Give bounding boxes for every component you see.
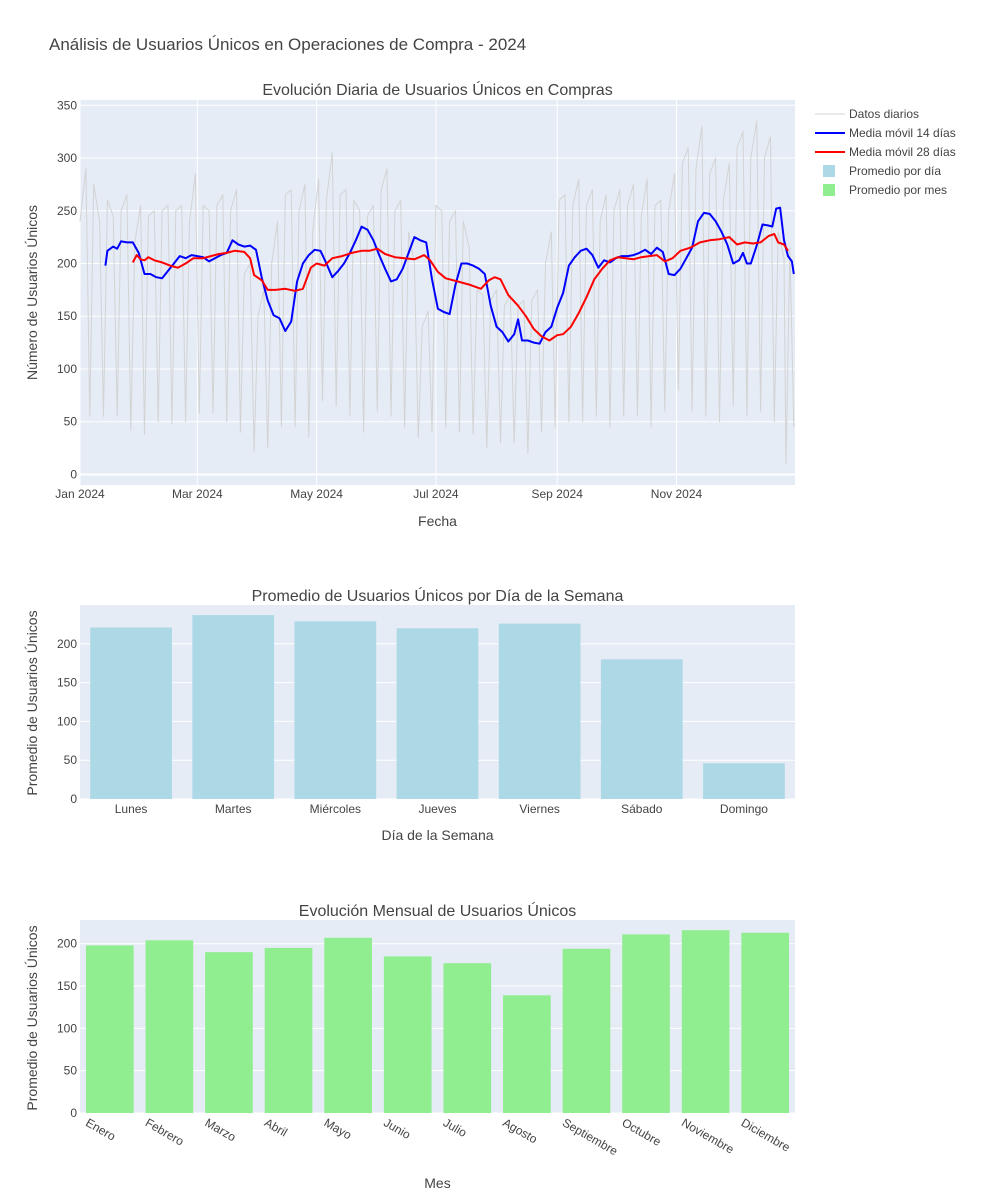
bar-diciembre: [741, 932, 790, 1113]
x-tick-label: Viernes: [519, 802, 559, 816]
plot-area: [80, 920, 795, 1113]
x-tick-label: Junio: [381, 1115, 413, 1142]
x-tick-label: May 2024: [290, 487, 343, 501]
plot-area: [80, 100, 795, 485]
y-tick-label: 200: [57, 937, 77, 951]
bar-septiembre: [562, 948, 611, 1113]
x-tick-label: Miércoles: [310, 802, 361, 816]
y-tick-label: 0: [70, 792, 77, 806]
x-tick-label: Nov 2024: [651, 487, 703, 501]
bar-marzo: [205, 952, 253, 1113]
y-tick-label: 350: [57, 98, 77, 112]
series-line-1: [79, 120, 795, 465]
legend-box-swatch: [823, 165, 835, 177]
x-tick-label: Lunes: [115, 802, 148, 816]
bar-mayo: [324, 937, 372, 1113]
legend-item-3[interactable]: Media móvil 28 días: [815, 145, 956, 159]
x-tick-label: Abril: [262, 1115, 290, 1139]
legend-item-2[interactable]: Media móvil 14 días: [815, 126, 956, 140]
series-line-3: [131, 233, 789, 342]
bar-octubre: [622, 934, 670, 1113]
chart-title: Promedio de Usuarios Únicos por Día de l…: [252, 586, 624, 605]
legend-box-swatch: [823, 184, 835, 196]
y-axis-title: Número de Usuarios Únicos: [24, 205, 40, 380]
bar-junio: [383, 956, 432, 1113]
daily-line-chart: 0 50 100 150 200 250 300 350 Jan 2024 Mar 2024 May…: [24, 80, 795, 529]
bar-sábado: [600, 659, 683, 799]
y-tick-label: 150: [57, 676, 77, 690]
legend-label: Promedio por día: [849, 164, 941, 178]
legend[interactable]: Datos diarios Media móvil 14 días Media mó…: [815, 107, 956, 197]
x-tick-label: Jul 2024: [413, 487, 459, 501]
bar-martes: [192, 615, 275, 799]
chart-title: Evolución Mensual de Usuarios Únicos: [299, 901, 576, 920]
legend-item-4[interactable]: Promedio por día: [823, 164, 941, 178]
chart-title: Evolución Diaria de Usuarios Únicos en C…: [262, 80, 612, 99]
x-tick-label: Mayo: [322, 1115, 355, 1142]
monthly-bar-chart: 0 50 100 150 200 Enero Febrero Marzo Abril Mayo Ju…: [24, 901, 795, 1191]
bar-febrero: [145, 940, 194, 1113]
x-tick-label: Jan 2024: [55, 487, 105, 501]
bar-julio: [443, 963, 492, 1113]
y-tick-label: 0: [70, 467, 77, 481]
y-tick-label: 150: [57, 979, 77, 993]
x-tick-label: Domingo: [720, 802, 768, 816]
x-tick-label: Enero: [83, 1115, 118, 1143]
x-tick-label: Marzo: [202, 1115, 238, 1144]
x-tick-label: Octubre: [620, 1115, 664, 1149]
y-axis-title: Promedio de Usuarios Únicos: [24, 610, 40, 795]
bar-lunes: [90, 627, 172, 799]
x-tick-label: Jueves: [418, 802, 456, 816]
legend-label: Datos diarios: [849, 107, 919, 121]
bar-agosto: [503, 995, 551, 1113]
x-tick-label: Martes: [215, 802, 252, 816]
y-tick-label: 300: [57, 151, 77, 165]
x-axis-title: Fecha: [418, 513, 457, 529]
series-line-2: [104, 206, 795, 345]
bar-abril: [264, 947, 313, 1113]
x-tick-label: Agosto: [500, 1115, 540, 1146]
legend-label: Media móvil 14 días: [849, 126, 956, 140]
figure-title: Análisis de Usuarios Únicos en Operacion…: [49, 35, 526, 54]
y-tick-label: 100: [57, 714, 77, 728]
x-axis-title: Día de la Semana: [381, 827, 493, 843]
x-tick-label: Sábado: [621, 802, 663, 816]
y-tick-label: 50: [64, 1064, 78, 1078]
y-tick-label: 0: [70, 1106, 77, 1120]
y-tick-label: 100: [57, 362, 77, 376]
legend-label: Media móvil 28 días: [849, 145, 956, 159]
x-tick-label: Noviembre: [679, 1115, 737, 1156]
y-axis-title: Promedio de Usuarios Únicos: [24, 925, 40, 1110]
y-tick-label: 50: [64, 415, 78, 429]
weekday-bar-chart: 0 50 100 150 200 Lunes Martes Miércoles Jueves Vi…: [24, 586, 795, 843]
bar-enero: [85, 945, 134, 1113]
x-tick-label: Mar 2024: [172, 487, 223, 501]
x-tick-label: Julio: [441, 1115, 470, 1140]
y-tick-label: 200: [57, 256, 77, 270]
bar-jueves: [396, 628, 479, 799]
y-tick-label: 50: [64, 753, 78, 767]
y-tick-label: 250: [57, 204, 77, 218]
y-tick-label: 200: [57, 637, 77, 651]
x-axis-title: Mes: [424, 1175, 450, 1191]
legend-item-5[interactable]: Promedio por mes: [823, 183, 947, 197]
bar-noviembre: [681, 930, 730, 1113]
bar-miércoles: [294, 621, 377, 799]
x-tick-label: Septiembre: [560, 1115, 620, 1158]
bar-viernes: [498, 623, 581, 799]
legend-item-1[interactable]: Datos diarios: [815, 107, 919, 121]
legend-label: Promedio por mes: [849, 183, 947, 197]
y-tick-label: 100: [57, 1021, 77, 1035]
x-tick-label: Febrero: [143, 1115, 187, 1148]
bar-domingo: [703, 763, 785, 799]
x-tick-label: Diciembre: [739, 1115, 793, 1154]
x-tick-label: Sep 2024: [531, 487, 583, 501]
y-tick-label: 150: [57, 309, 77, 323]
